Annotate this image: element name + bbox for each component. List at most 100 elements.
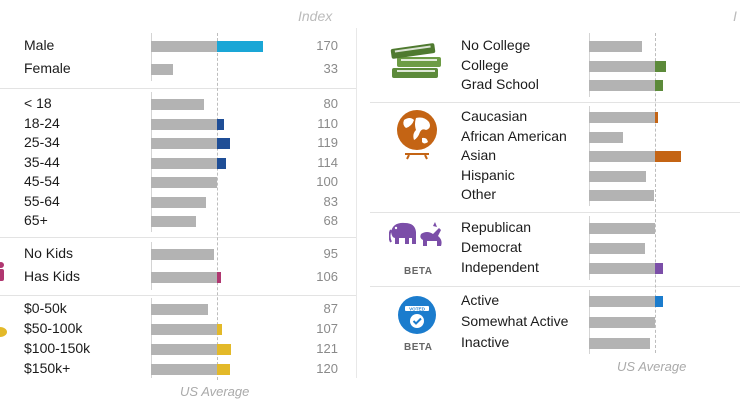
index-value: 121 <box>316 341 338 356</box>
row-label: Other <box>461 186 497 202</box>
index-value: 170 <box>316 38 338 53</box>
column-divider <box>356 28 357 378</box>
index-row: Asian <box>0 146 740 166</box>
index-row: Female 33 <box>0 59 740 79</box>
index-bar <box>151 216 196 227</box>
index-bar <box>589 170 647 182</box>
track-line <box>151 298 152 378</box>
section-separator <box>0 88 356 89</box>
above-average-bar <box>217 118 224 130</box>
index-bar <box>151 304 209 315</box>
row-label: Grad School <box>461 76 539 92</box>
section-separator <box>0 237 356 238</box>
index-bar <box>589 60 655 72</box>
index-value: 87 <box>323 301 338 316</box>
index-bar <box>151 138 217 149</box>
row-label: Has Kids <box>24 267 81 284</box>
index-row: $150k+ 120 <box>0 359 740 379</box>
row-label: Republican <box>461 219 532 235</box>
coins-icon <box>0 322 8 342</box>
party-beta-badge: BETA <box>404 266 433 277</box>
index-row: Grad School <box>0 75 740 95</box>
index-row: Democrat <box>0 238 740 258</box>
index-bar <box>151 177 217 188</box>
index-row: No College <box>0 36 740 56</box>
index-bar <box>151 249 214 260</box>
index-value: 119 <box>317 135 338 150</box>
row-label: College <box>461 56 509 73</box>
row-label: Inactive <box>461 334 510 350</box>
section-separator <box>0 295 356 296</box>
index-row: 55-64 83 <box>0 192 740 212</box>
track-line <box>151 242 152 290</box>
above-average-bar <box>655 296 663 307</box>
index-row: 65+ 68 <box>0 211 740 231</box>
globe-icon <box>394 108 440 160</box>
index-row: Somewhat Active <box>0 312 740 332</box>
index-row: $100-150k 121 <box>0 339 740 359</box>
index-value: 83 <box>323 193 338 209</box>
index-bar <box>151 324 217 335</box>
index-bar <box>589 243 646 254</box>
index-row: < 18 80 <box>0 94 740 114</box>
track-line <box>151 33 152 81</box>
us-average-label-right: US Average <box>617 359 687 374</box>
row-label: Independent <box>461 259 539 275</box>
index-header-right: I <box>733 8 737 24</box>
index-bar <box>589 112 655 123</box>
row-label: Democrat <box>461 239 522 255</box>
index-row: No Kids 95 <box>0 244 740 264</box>
index-row: Caucasian <box>0 107 740 127</box>
index-row: African American <box>0 127 740 147</box>
section-separator <box>370 212 740 213</box>
row-label: Caucasian <box>461 108 528 124</box>
row-label: Somewhat Active <box>461 313 569 329</box>
index-bar <box>151 41 217 52</box>
index-row: 35-44 114 <box>0 153 740 173</box>
index-row: College <box>0 56 740 76</box>
books-icon <box>389 38 445 82</box>
above-average-bar <box>655 60 666 72</box>
index-bar <box>589 151 655 162</box>
index-row: 18-24 110 <box>0 114 740 134</box>
elephant-donkey-icon <box>388 220 447 262</box>
row-label: $150k+ <box>24 360 71 376</box>
index-value: 120 <box>316 361 338 376</box>
index-bar <box>151 64 173 75</box>
index-row: $50-100k 107 <box>0 319 740 339</box>
row-label: < 18 <box>24 95 52 111</box>
row-label: 65+ <box>24 212 48 228</box>
index-value: 33 <box>323 61 338 76</box>
row-label: $50-100k <box>24 320 83 336</box>
row-label: Male <box>24 37 55 53</box>
index-value: 80 <box>323 96 338 111</box>
above-average-bar <box>655 151 682 162</box>
us-average-label: US Average <box>180 384 250 399</box>
index-row: Has Kids 106 <box>0 267 740 287</box>
row-label: Female <box>24 60 71 76</box>
index-row: Hispanic <box>0 166 740 186</box>
index-bar <box>151 157 217 169</box>
section-separator <box>370 286 740 287</box>
above-average-bar <box>217 324 222 335</box>
row-label: No Kids <box>24 245 74 261</box>
us-average-line <box>217 33 218 380</box>
index-row: 25-34 119 <box>0 133 740 153</box>
index-row: 45-54 100 <box>0 172 740 192</box>
index-bar <box>151 344 217 355</box>
row-label: Active <box>461 292 500 308</box>
above-average-bar <box>217 138 230 149</box>
row-label: 45-54 <box>24 173 60 189</box>
index-value: 100 <box>316 174 338 189</box>
index-value: 107 <box>316 321 338 336</box>
index-value: 114 <box>317 154 338 170</box>
index-row: Republican <box>0 218 740 238</box>
row-label: $0-50k <box>24 300 67 316</box>
index-bar <box>589 80 655 91</box>
row-label: 25-34 <box>24 134 60 150</box>
index-row: Inactive <box>0 333 740 353</box>
index-value: 110 <box>317 115 338 131</box>
index-bar <box>151 196 206 208</box>
index-bar <box>589 296 655 307</box>
index-bar <box>151 364 217 375</box>
